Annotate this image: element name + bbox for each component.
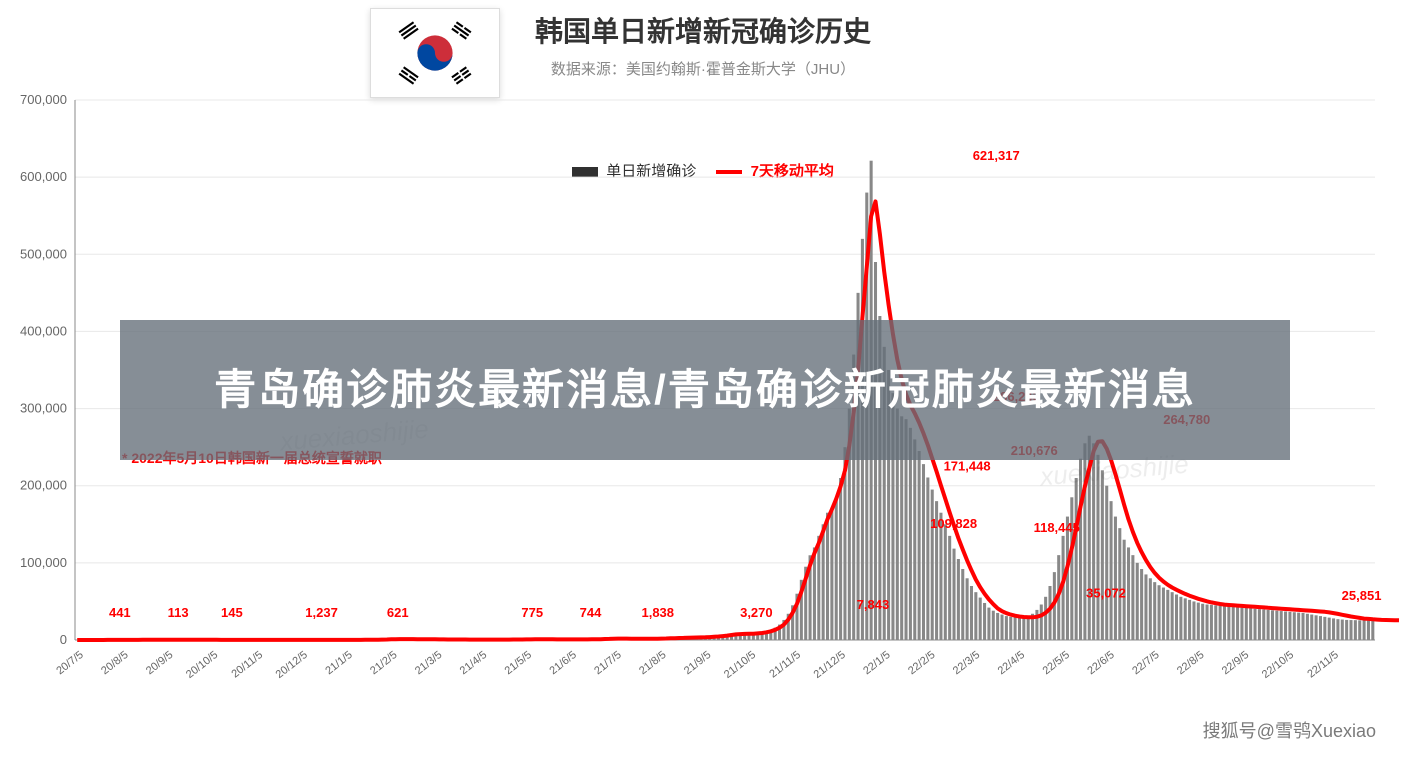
svg-text:171,448: 171,448 bbox=[944, 458, 991, 473]
svg-text:500,000: 500,000 bbox=[20, 246, 67, 261]
svg-text:441: 441 bbox=[109, 605, 131, 620]
svg-text:21/9/5: 21/9/5 bbox=[682, 649, 713, 677]
svg-text:21/12/5: 21/12/5 bbox=[812, 649, 848, 681]
svg-text:22/10/5: 22/10/5 bbox=[1260, 649, 1296, 681]
svg-text:22/7/5: 22/7/5 bbox=[1130, 649, 1161, 677]
svg-text:22/1/5: 22/1/5 bbox=[861, 649, 892, 677]
svg-text:100,000: 100,000 bbox=[20, 555, 67, 570]
svg-text:700,000: 700,000 bbox=[20, 92, 67, 107]
svg-text:25,851: 25,851 bbox=[1342, 588, 1382, 603]
svg-text:20/11/5: 20/11/5 bbox=[229, 649, 265, 681]
svg-text:1,237: 1,237 bbox=[305, 605, 338, 620]
svg-text:400,000: 400,000 bbox=[20, 323, 67, 338]
svg-text:21/8/5: 21/8/5 bbox=[637, 649, 668, 677]
svg-text:0: 0 bbox=[60, 632, 67, 647]
svg-text:35,072: 35,072 bbox=[1086, 586, 1126, 601]
svg-text:21/4/5: 21/4/5 bbox=[458, 649, 489, 677]
svg-text:744: 744 bbox=[580, 605, 602, 620]
svg-text:21/5/5: 21/5/5 bbox=[503, 649, 534, 677]
svg-text:21/7/5: 21/7/5 bbox=[592, 649, 623, 677]
svg-text:22/11/5: 22/11/5 bbox=[1305, 649, 1341, 681]
source-tag: 搜狐号@雪鸮Xuexiao bbox=[1203, 717, 1376, 743]
svg-text:21/2/5: 21/2/5 bbox=[368, 649, 399, 677]
svg-text:20/7/5: 20/7/5 bbox=[54, 649, 85, 677]
svg-text:621: 621 bbox=[387, 605, 409, 620]
svg-text:22/9/5: 22/9/5 bbox=[1220, 649, 1251, 677]
svg-text:22/6/5: 22/6/5 bbox=[1085, 649, 1116, 677]
svg-text:113: 113 bbox=[168, 605, 189, 620]
svg-text:20/12/5: 20/12/5 bbox=[274, 649, 310, 681]
svg-text:22/8/5: 22/8/5 bbox=[1175, 649, 1206, 677]
svg-text:7,843: 7,843 bbox=[857, 597, 890, 612]
svg-text:21/1/5: 21/1/5 bbox=[323, 649, 354, 677]
chart-container: 韩国单日新增新冠确诊历史 数据来源：美国约翰斯·霍普金斯大学（JHU） 单日新增… bbox=[0, 0, 1406, 757]
svg-text:145: 145 bbox=[221, 605, 243, 620]
svg-text:118,445: 118,445 bbox=[1034, 520, 1080, 535]
svg-text:300,000: 300,000 bbox=[20, 401, 67, 416]
svg-text:621,317: 621,317 bbox=[973, 148, 1020, 163]
svg-text:775: 775 bbox=[521, 605, 543, 620]
svg-text:22/5/5: 22/5/5 bbox=[1041, 649, 1072, 677]
svg-text:20/9/5: 20/9/5 bbox=[144, 649, 175, 677]
svg-text:20/8/5: 20/8/5 bbox=[99, 649, 130, 677]
svg-text:200,000: 200,000 bbox=[20, 478, 67, 493]
overlay-banner: 青岛确诊肺炎最新消息/青岛确诊新冠肺炎最新消息 bbox=[120, 320, 1290, 460]
svg-text:21/10/5: 21/10/5 bbox=[722, 649, 758, 681]
svg-text:3,270: 3,270 bbox=[740, 605, 773, 620]
svg-text:22/4/5: 22/4/5 bbox=[996, 649, 1027, 677]
svg-text:21/3/5: 21/3/5 bbox=[413, 649, 444, 677]
svg-text:20/10/5: 20/10/5 bbox=[184, 649, 220, 681]
svg-text:22/3/5: 22/3/5 bbox=[951, 649, 982, 677]
svg-text:600,000: 600,000 bbox=[20, 169, 67, 184]
svg-text:21/6/5: 21/6/5 bbox=[547, 649, 578, 677]
svg-text:22/2/5: 22/2/5 bbox=[906, 649, 937, 677]
chart-subtitle: 数据来源：美国约翰斯·霍普金斯大学（JHU） bbox=[0, 58, 1406, 79]
svg-text:109,828: 109,828 bbox=[930, 516, 977, 531]
chart-title: 韩国单日新增新冠确诊历史 bbox=[0, 10, 1406, 50]
svg-text:1,838: 1,838 bbox=[641, 605, 674, 620]
svg-text:21/11/5: 21/11/5 bbox=[767, 649, 803, 681]
